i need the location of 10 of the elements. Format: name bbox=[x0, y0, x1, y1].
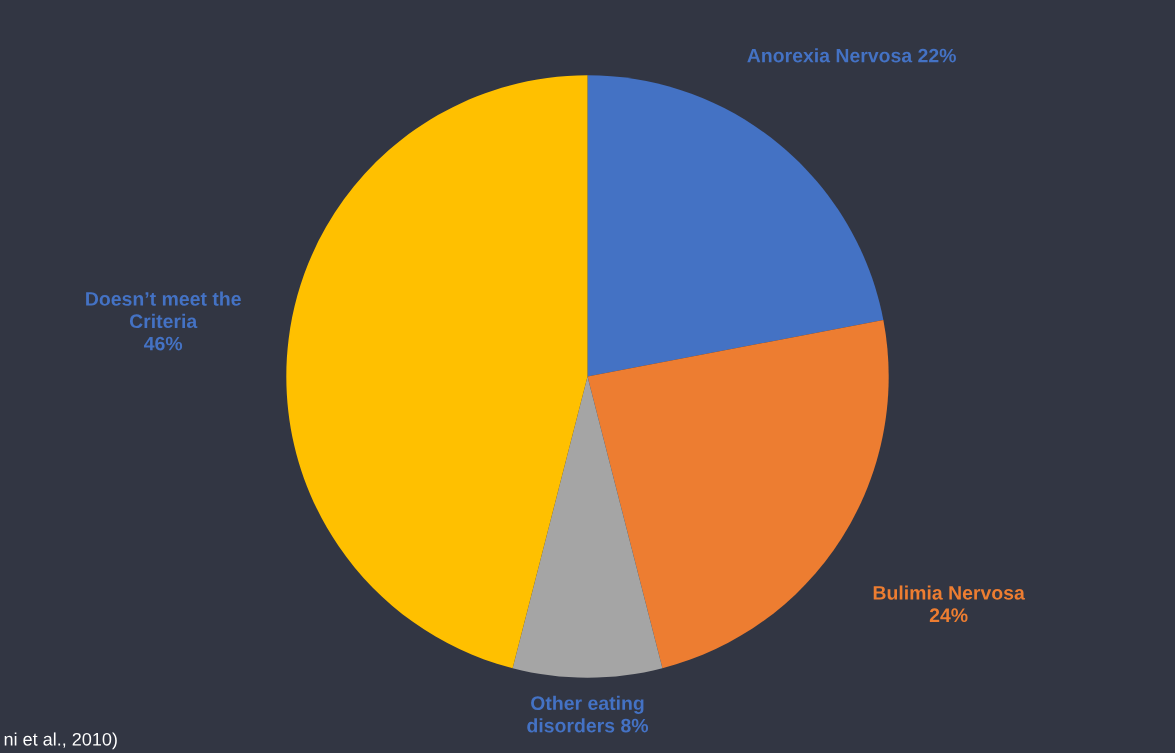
pie-slice bbox=[286, 75, 588, 669]
slice-label: Bulimia Nervosa bbox=[873, 585, 1025, 600]
text: ni et al., 2010) bbox=[4, 732, 117, 750]
data-label: 24% bbox=[929, 608, 968, 623]
slice-label: Anorexia Nervosa 22% bbox=[747, 48, 956, 63]
slice-label: Doesn’t meet the Criteria bbox=[86, 291, 241, 329]
pie-slice bbox=[587, 75, 884, 377]
pie-slice bbox=[512, 376, 663, 678]
slice-label: Other eating disorders 8% bbox=[527, 695, 649, 733]
data-label: 46% bbox=[144, 336, 183, 351]
